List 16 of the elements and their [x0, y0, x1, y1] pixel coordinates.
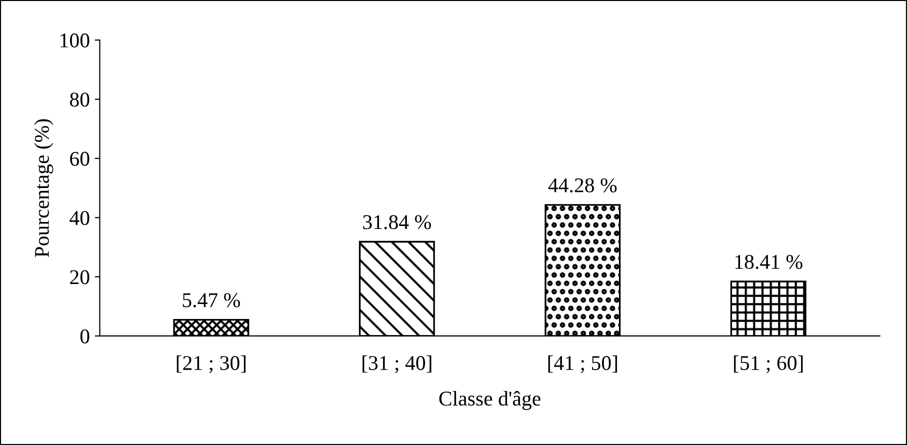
x-tick-label: [31 ; 40]: [362, 355, 432, 374]
y-tick-label: 20: [70, 270, 90, 284]
data-label: 44.28 %: [548, 178, 617, 192]
data-label: 31.84 %: [363, 215, 431, 230]
data-label: 5.47 %: [182, 293, 240, 308]
y-axis-title: Pourcentage (%): [34, 119, 54, 258]
data-label: 18.41 %: [735, 254, 802, 270]
y-tick-label: 0: [80, 329, 90, 344]
x-tick-label: [21 ; 30]: [176, 355, 246, 374]
y-tick-label: 60: [70, 152, 90, 166]
y-tick-label: 100: [60, 33, 90, 48]
y-tick-label: 40: [70, 210, 90, 226]
y-tick-label: 80: [70, 92, 90, 107]
x-tick-label: [51 ; 60]: [734, 355, 803, 374]
x-tick-label: [41 ; 50]: [548, 355, 617, 374]
x-axis-title: Classe d'âge: [439, 390, 540, 410]
